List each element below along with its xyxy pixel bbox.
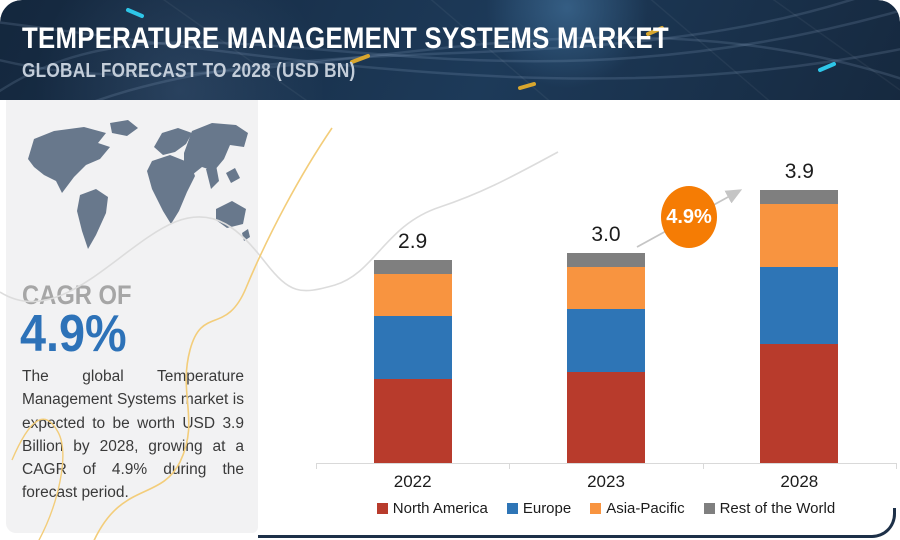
legend-label: North America (392, 500, 488, 517)
legend-swatch-icon (506, 503, 518, 514)
x-axis-line (316, 463, 896, 464)
bottom-edge-decoration (258, 508, 896, 538)
bar-segment-2022-europe (373, 316, 452, 379)
bar-segment-2022-rest-of-the-world (373, 260, 452, 274)
bar-segment-2023-rest-of-the-world (567, 253, 645, 267)
bar-segment-2022-asia-pacific (373, 274, 452, 316)
growth-badge-label: 4.9% (666, 205, 712, 228)
bar-column-2028: 3.9 (760, 160, 839, 463)
axis-tick (896, 463, 897, 469)
legend-item-rest-of-the-world: Rest of the World (703, 500, 836, 517)
sidebar: CAGR OF 4.9% The global Temperature Mana… (6, 100, 258, 533)
bar-column-2022: 2.9 (373, 230, 452, 463)
legend-label: Rest of the World (719, 500, 836, 517)
world-map (28, 120, 250, 249)
legend-item-north-america: North America (376, 500, 488, 517)
legend-item-europe: Europe (506, 500, 572, 517)
bar-segment-2023-europe (567, 309, 645, 372)
legend-swatch-icon (703, 503, 715, 514)
bar-segment-2028-rest-of-the-world (760, 190, 839, 204)
plot-area: 2.9 3.0 3.9 (316, 110, 896, 463)
growth-badge: 4.9% (661, 186, 717, 248)
axis-tick (509, 463, 511, 469)
axis-tick (316, 463, 317, 469)
legend-item-asia-pacific: Asia-Pacific (590, 500, 685, 517)
bar-column-2023: 3.0 (567, 223, 645, 463)
x-axis-label-2028: 2028 (780, 472, 819, 491)
axis-tick (702, 463, 704, 469)
bar-segment-2028-asia-pacific (760, 204, 839, 267)
legend-swatch-icon (590, 503, 602, 514)
x-axis-label-2023: 2023 (587, 472, 625, 491)
cagr-value: 4.9% (20, 305, 127, 363)
header-banner: TEMPERATURE MANAGEMENT SYSTEMS MARKET GL… (0, 0, 900, 100)
legend-swatch-icon (376, 503, 388, 514)
bar-segment-2028-north-america (760, 344, 839, 463)
bar-segment-2023-north-america (567, 372, 645, 463)
legend-label: Asia-Pacific (606, 500, 685, 517)
bar-total-label-2022: 2.9 (398, 230, 428, 253)
bar-segment-2028-europe (760, 267, 839, 344)
bar-total-label-2028: 3.9 (784, 160, 814, 183)
legend-label: Europe (522, 500, 572, 517)
page-title: TEMPERATURE MANAGEMENT SYSTEMS MARKET (22, 22, 669, 55)
bar-segment-2022-north-america (373, 379, 452, 463)
header-network-decoration (0, 0, 900, 100)
bar-segment-2023-asia-pacific (567, 267, 645, 309)
chart-legend: North America Europe Asia-Pacific Rest of t… (316, 500, 896, 517)
page-subtitle: GLOBAL FORECAST TO 2028 (USD BN) (22, 60, 356, 82)
x-axis-label-2022: 2022 (393, 472, 432, 491)
bar-total-label-2023: 3.0 (591, 223, 621, 246)
market-description: The global Temperature Management System… (22, 368, 244, 502)
